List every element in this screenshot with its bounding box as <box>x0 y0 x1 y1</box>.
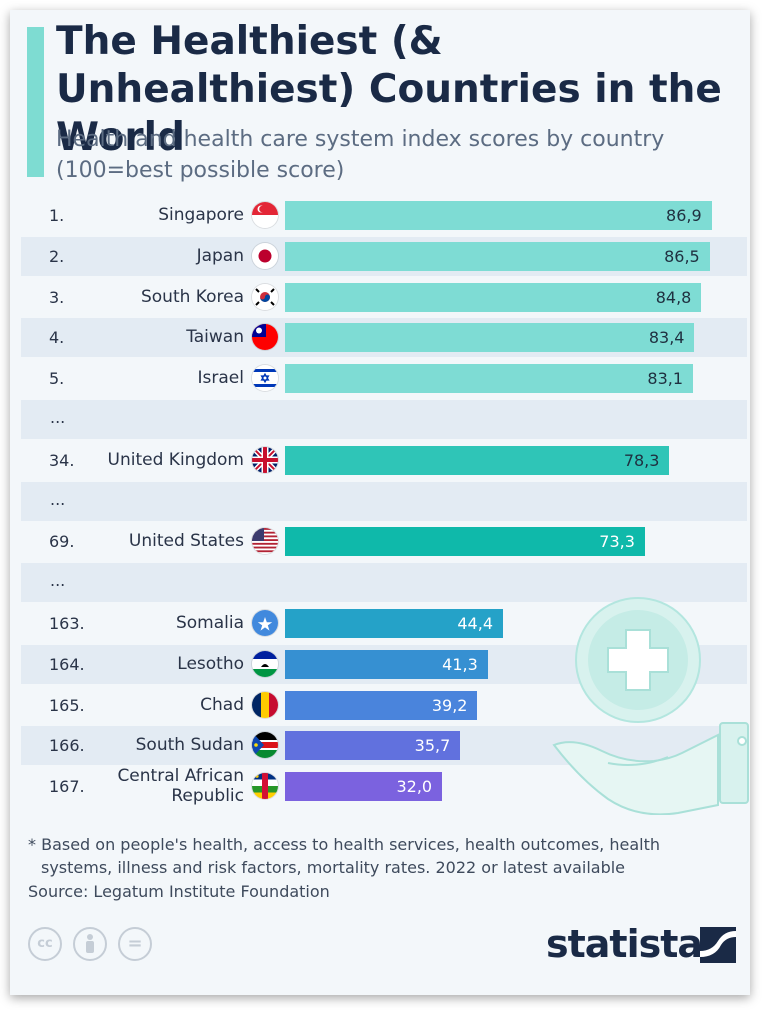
bar-row: 163. Somalia 44,4 <box>21 604 747 643</box>
bar <box>285 445 670 475</box>
rank-label: 4. <box>49 328 65 348</box>
bar <box>285 609 503 638</box>
value-label: 44,4 <box>457 614 493 633</box>
bar-row: 34. United Kingdom 78,3 <box>21 441 747 480</box>
medical-hand-illustration <box>552 597 749 815</box>
chart-title: The Healthiest (& Unhealthiest) Countrie… <box>56 19 722 160</box>
rank-label: 167. <box>49 777 85 797</box>
value-label: 32,0 <box>396 777 433 797</box>
uk-flag-icon <box>252 446 278 473</box>
us-flag-icon <box>252 528 278 555</box>
singapore-flag-icon <box>252 202 278 228</box>
chart-subtitle: Health and health care system index scor… <box>56 127 665 183</box>
country-label: Taiwan <box>186 327 244 348</box>
country-label: United Kingdom <box>107 449 244 470</box>
value-label: 35,7 <box>414 736 451 756</box>
attribution-icon[interactable] <box>73 927 107 961</box>
value-label: 84,8 <box>655 287 692 307</box>
bar <box>285 282 702 312</box>
country-label: Lesotho <box>177 653 244 674</box>
bar-row: 1. Singapore 86,9 <box>21 196 747 235</box>
bar <box>285 323 695 353</box>
rank-label: 5. <box>49 369 65 389</box>
value-label: 86,5 <box>664 246 700 266</box>
footnote-line-1: * Based on people's health, access to he… <box>28 835 660 854</box>
car-flag-icon <box>252 773 278 800</box>
value-label: 83,1 <box>647 369 684 389</box>
bar <box>285 690 478 720</box>
country-label: Chad <box>200 694 244 715</box>
chad-flag-icon <box>252 691 278 718</box>
source-note: Source: Legatum Institute Foundation <box>28 882 330 901</box>
bar-row: 69. United States 73,3 <box>21 522 747 561</box>
country-label: Central African Republic <box>54 766 244 806</box>
south-sudan-flag-icon <box>252 732 278 759</box>
bar <box>285 731 461 761</box>
rank-label: 2. <box>49 246 65 266</box>
cc-icon[interactable]: cc <box>28 927 62 961</box>
taiwan-flag-icon <box>252 324 278 351</box>
rank-label: ... <box>50 408 66 427</box>
gap-row: ... <box>21 481 747 521</box>
bar-row: 3. South Korea 84,8 <box>21 278 747 317</box>
bar <box>285 364 694 394</box>
bar <box>285 527 645 557</box>
value-label: 41,3 <box>442 654 478 674</box>
rank-label: 3. <box>49 287 65 307</box>
bar <box>285 649 488 679</box>
no-derivatives-icon[interactable]: = <box>118 927 152 961</box>
rank-label: ... <box>50 489 66 509</box>
footnote-line-2: systems, illness and risk factors, morta… <box>41 858 626 877</box>
statista-logo-icon <box>700 927 736 963</box>
country-label: South Korea <box>140 286 244 307</box>
somalia-flag-icon <box>252 610 278 636</box>
rank-label: 164. <box>49 654 85 674</box>
country-label: South Sudan <box>135 735 244 756</box>
rank-label: 166. <box>49 736 85 756</box>
country-label: United States <box>128 531 244 552</box>
value-label: 39,2 <box>431 695 468 715</box>
bar <box>285 201 712 230</box>
title-accent-bar <box>27 27 44 177</box>
israel-flag-icon <box>252 365 278 392</box>
gap-row: ... <box>21 563 747 603</box>
value-label: 83,4 <box>648 328 685 348</box>
bar-row: 167. Central African Republic 32,0 <box>21 766 747 806</box>
value-label: 73,3 <box>599 532 635 552</box>
bar-row: 165. Chad 39,2 <box>21 686 747 725</box>
bar-row: 2. Japan 86,5 <box>21 236 747 276</box>
rank-label: 165. <box>49 695 85 715</box>
bar-row: 5. Israel 83,1 <box>21 359 747 398</box>
value-label: 86,9 <box>666 206 702 225</box>
country-label-line: Republic <box>171 786 244 807</box>
rank-label: ... <box>50 571 66 591</box>
value-label: 78,3 <box>623 450 660 470</box>
south-korea-flag-icon <box>252 283 278 310</box>
lesotho-flag-icon <box>252 650 278 677</box>
rank-label: 1. <box>49 206 65 225</box>
rank-label: 163. <box>49 614 85 633</box>
bar-row: 4. Taiwan 83,4 <box>21 318 747 358</box>
country-label: Singapore <box>158 205 244 225</box>
country-label-line: Central African <box>117 766 244 787</box>
country-label: Israel <box>197 368 244 389</box>
rank-label: 34. <box>49 450 75 470</box>
rank-label: 69. <box>49 532 75 552</box>
japan-flag-icon <box>252 242 278 269</box>
bar <box>285 241 710 271</box>
gap-row: ... <box>21 400 747 439</box>
country-label: Somalia <box>175 613 244 633</box>
bar <box>285 772 443 802</box>
statista-logo[interactable]: statista <box>546 922 703 966</box>
country-label: Japan <box>196 245 244 266</box>
